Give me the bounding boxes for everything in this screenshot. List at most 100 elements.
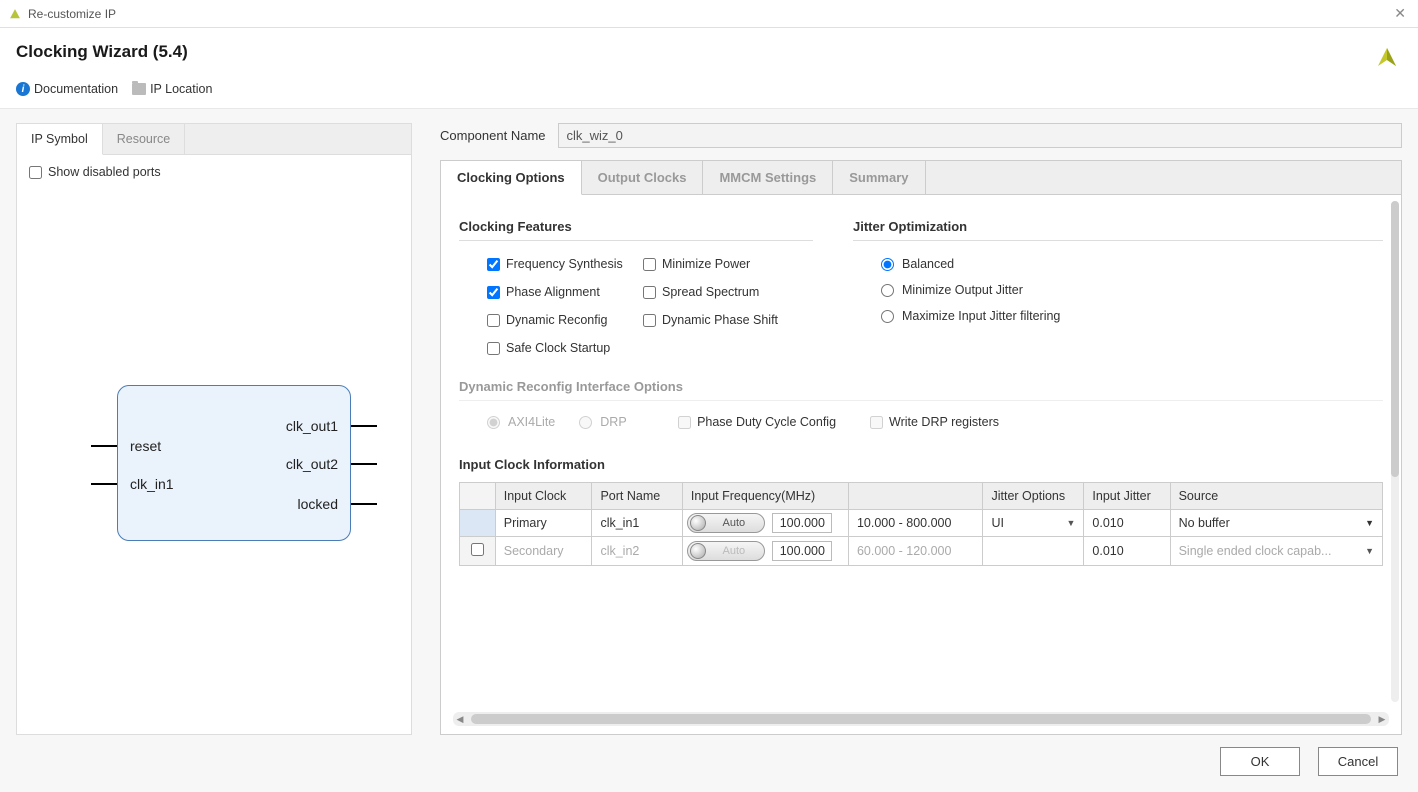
drp-radio: DRP <box>579 415 626 429</box>
clocking-features-title: Clocking Features <box>459 219 813 241</box>
jitter-optimization-section: Jitter Optimization Balanced Minimize Ou… <box>853 219 1383 355</box>
table-header-row: Input Clock Port Name Input Frequency(MH… <box>460 483 1383 510</box>
auto-toggle-secondary: Auto <box>687 541 765 561</box>
wire <box>351 503 377 505</box>
info-icon: i <box>16 82 30 96</box>
input-clock-section: Input Clock Information Input Clock Port <box>459 457 1383 566</box>
scroll-left-icon[interactable]: ◀ <box>453 712 467 726</box>
dynamic-reconfig-section: Dynamic Reconfig Interface Options AXI4L… <box>459 379 1383 429</box>
page-title: Clocking Wizard (5.4) <box>16 42 188 62</box>
chevron-down-icon: ▼ <box>1365 546 1374 556</box>
app-logo-icon <box>8 7 22 21</box>
input-clock-title: Input Clock Information <box>459 457 1383 472</box>
cell-port-primary[interactable]: clk_in1 <box>592 510 682 537</box>
write-drp-checkbox: Write DRP registers <box>870 415 999 429</box>
chevron-down-icon: ▼ <box>1066 518 1075 528</box>
dynamic-reconfig-title: Dynamic Reconfig Interface Options <box>459 379 1383 401</box>
tab-mmcm-settings[interactable]: MMCM Settings <box>703 161 833 194</box>
clocking-features-section: Clocking Features Frequency Synthesis Mi… <box>459 219 813 355</box>
show-disabled-ports-label: Show disabled ports <box>48 165 161 179</box>
safe-clock-startup-checkbox[interactable]: Safe Clock Startup <box>487 341 637 355</box>
config-body: Clocking Features Frequency Synthesis Mi… <box>441 195 1401 708</box>
ok-button[interactable]: OK <box>1220 747 1300 776</box>
cell-jitter-secondary: 0.010 <box>1084 537 1170 566</box>
tab-output-clocks[interactable]: Output Clocks <box>582 161 704 194</box>
table-row-primary: Primary clk_in1 Auto 100.000 10.000 - <box>460 510 1383 537</box>
cell-clock-secondary: Secondary <box>495 537 592 566</box>
port-clk-out2: clk_out2 <box>286 456 338 472</box>
show-disabled-ports-input[interactable] <box>29 166 42 179</box>
header-links: i Documentation IP Location <box>0 82 1418 109</box>
vendor-logo-icon <box>1372 42 1402 72</box>
vertical-scrollbar[interactable] <box>1391 201 1399 702</box>
port-reset: reset <box>130 438 161 454</box>
tab-ip-symbol[interactable]: IP Symbol <box>17 124 103 155</box>
input-clock-table: Input Clock Port Name Input Frequency(MH… <box>459 482 1383 566</box>
config-tabs: Clocking Options Output Clocks MMCM Sett… <box>441 161 1401 195</box>
jitter-max-input-radio[interactable]: Maximize Input Jitter filtering <box>881 309 1383 323</box>
close-icon[interactable]: ✕ <box>1390 5 1410 22</box>
auto-toggle-primary[interactable]: Auto <box>687 513 765 533</box>
cell-source-primary[interactable]: No buffer▼ <box>1170 510 1382 537</box>
port-clk-in1: clk_in1 <box>130 476 174 492</box>
port-clk-out1: clk_out1 <box>286 418 338 434</box>
left-pane: IP Symbol Resource Show disabled ports r… <box>16 123 412 735</box>
col-source: Source <box>1170 483 1382 510</box>
cancel-button[interactable]: Cancel <box>1318 747 1398 776</box>
freq-value-primary[interactable]: 100.000 <box>772 513 832 533</box>
frequency-synthesis-checkbox[interactable]: Frequency Synthesis <box>487 257 637 271</box>
jitter-optimization-title: Jitter Optimization <box>853 219 1383 241</box>
axi4lite-radio: AXI4Lite <box>487 415 555 429</box>
jitter-balanced-radio[interactable]: Balanced <box>881 257 1383 271</box>
dynamic-reconfig-checkbox[interactable]: Dynamic Reconfig <box>487 313 637 327</box>
cell-clock-primary: Primary <box>495 510 592 537</box>
component-name-input[interactable] <box>558 123 1403 148</box>
jitter-min-output-radio[interactable]: Minimize Output Jitter <box>881 283 1383 297</box>
phase-duty-cycle-checkbox: Phase Duty Cycle Config <box>678 415 836 429</box>
cell-source-secondary: Single ended clock capab...▼ <box>1170 537 1382 566</box>
cell-freq-primary[interactable]: Auto 100.000 <box>682 510 848 537</box>
spread-spectrum-checkbox[interactable]: Spread Spectrum <box>643 285 813 299</box>
cell-range-primary: 10.000 - 800.000 <box>848 510 983 537</box>
toggle-knob-icon <box>690 543 706 559</box>
secondary-enable-checkbox[interactable] <box>471 543 484 556</box>
ip-symbol-body: Show disabled ports reset clk_in1 clk_ou… <box>17 155 411 734</box>
horizontal-scrollbar[interactable]: ◀ ▶ <box>453 712 1389 726</box>
documentation-label: Documentation <box>34 82 118 96</box>
wire <box>91 483 117 485</box>
col-input-freq: Input Frequency(MHz) <box>682 483 848 510</box>
phase-alignment-checkbox[interactable]: Phase Alignment <box>487 285 637 299</box>
port-locked: locked <box>298 496 338 512</box>
tab-clocking-options[interactable]: Clocking Options <box>441 161 582 195</box>
col-jitter-options: Jitter Options <box>983 483 1084 510</box>
dynamic-phase-shift-checkbox[interactable]: Dynamic Phase Shift <box>643 313 813 327</box>
col-input-jitter: Input Jitter <box>1084 483 1170 510</box>
titlebar: Re-customize IP ✕ <box>0 0 1418 28</box>
dialog-footer: OK Cancel <box>0 735 1418 792</box>
cell-freq-secondary: Auto 100.000 <box>682 537 848 566</box>
main-content: IP Symbol Resource Show disabled ports r… <box>0 109 1418 735</box>
cell-jitter-primary[interactable]: 0.010 <box>1084 510 1170 537</box>
documentation-link[interactable]: i Documentation <box>16 82 118 96</box>
tab-resource[interactable]: Resource <box>103 124 186 154</box>
wire <box>91 445 117 447</box>
wire <box>351 425 377 427</box>
chevron-down-icon: ▼ <box>1365 518 1374 528</box>
component-name-label: Component Name <box>440 128 546 143</box>
ip-location-link[interactable]: IP Location <box>132 82 212 96</box>
ip-location-label: IP Location <box>150 82 212 96</box>
toggle-knob-icon <box>690 515 706 531</box>
page-header: Clocking Wizard (5.4) <box>0 28 1418 82</box>
scrollbar-thumb[interactable] <box>471 714 1371 724</box>
cell-jitteropt-primary[interactable]: UI▼ <box>983 510 1084 537</box>
tab-summary[interactable]: Summary <box>833 161 925 194</box>
wire <box>351 463 377 465</box>
left-tabs: IP Symbol Resource <box>17 124 411 155</box>
scrollbar-thumb[interactable] <box>1391 201 1399 477</box>
cell-jitteropt-secondary <box>983 537 1084 566</box>
folder-icon <box>132 83 146 95</box>
show-disabled-ports-checkbox[interactable]: Show disabled ports <box>29 165 399 179</box>
minimize-power-checkbox[interactable]: Minimize Power <box>643 257 813 271</box>
scroll-right-icon[interactable]: ▶ <box>1375 712 1389 726</box>
config-tabs-box: Clocking Options Output Clocks MMCM Sett… <box>440 160 1402 735</box>
